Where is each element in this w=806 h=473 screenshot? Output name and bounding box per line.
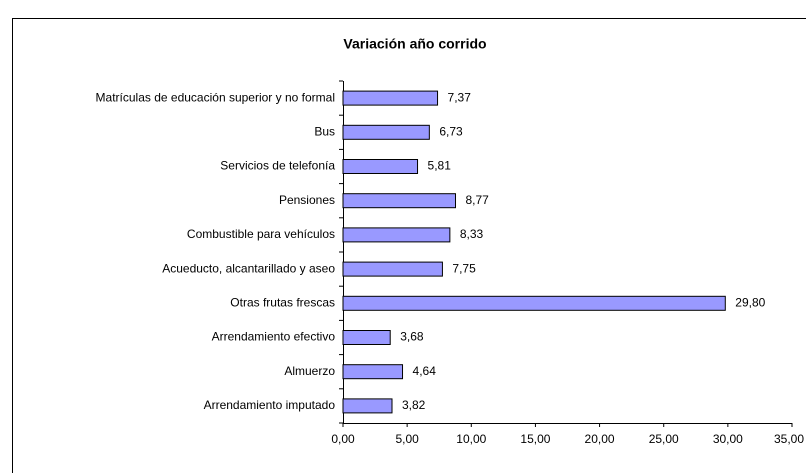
bar xyxy=(342,330,391,345)
x-tick-label: 20,00 xyxy=(585,432,615,446)
y-tick-label: Arrendamiento efectivo xyxy=(212,330,336,344)
value-label: 8,33 xyxy=(460,227,484,241)
bar xyxy=(342,227,451,243)
y-tick-label: Arrendamiento imputado xyxy=(204,398,336,412)
value-label: 3,82 xyxy=(402,398,426,412)
value-label: 5,81 xyxy=(428,159,452,173)
x-tick-label: 35,00 xyxy=(774,432,804,446)
bar xyxy=(342,261,443,277)
value-label: 3,68 xyxy=(400,330,424,344)
y-tick-label: Matrículas de educación superior y no fo… xyxy=(96,90,335,104)
y-tick-label: Pensiones xyxy=(279,193,335,207)
value-label: 8,77 xyxy=(466,193,490,207)
chart-title: Variación año corrido xyxy=(343,36,486,52)
y-tick-label: Otras frutas frescas xyxy=(230,295,335,309)
x-tick-label: 25,00 xyxy=(649,432,679,446)
x-tick-label: 5,00 xyxy=(395,432,419,446)
bar xyxy=(342,90,439,106)
value-label: 4,64 xyxy=(413,364,437,378)
value-label: 7,37 xyxy=(448,90,472,104)
y-tick-label: Bus xyxy=(314,124,335,138)
value-label: 7,75 xyxy=(452,261,476,275)
bar xyxy=(342,193,457,209)
value-label: 6,73 xyxy=(439,124,463,138)
y-tick-label: Combustible para vehículos xyxy=(187,227,335,241)
y-tick-label: Acueducto, alcantarillado y aseo xyxy=(162,261,335,275)
x-tick-label: 0,00 xyxy=(331,432,355,446)
bar xyxy=(342,124,430,140)
x-tick-label: 10,00 xyxy=(456,432,486,446)
bar xyxy=(342,159,419,174)
x-tick-label: 30,00 xyxy=(713,432,743,446)
value-label: 29,80 xyxy=(735,295,765,309)
bar xyxy=(342,398,393,414)
y-tick-label: Servicios de telefonía xyxy=(220,159,335,173)
x-tick-label: 15,00 xyxy=(520,432,550,446)
bar xyxy=(342,295,726,311)
y-tick-label: Almuerzo xyxy=(284,364,335,378)
bar xyxy=(342,364,404,380)
